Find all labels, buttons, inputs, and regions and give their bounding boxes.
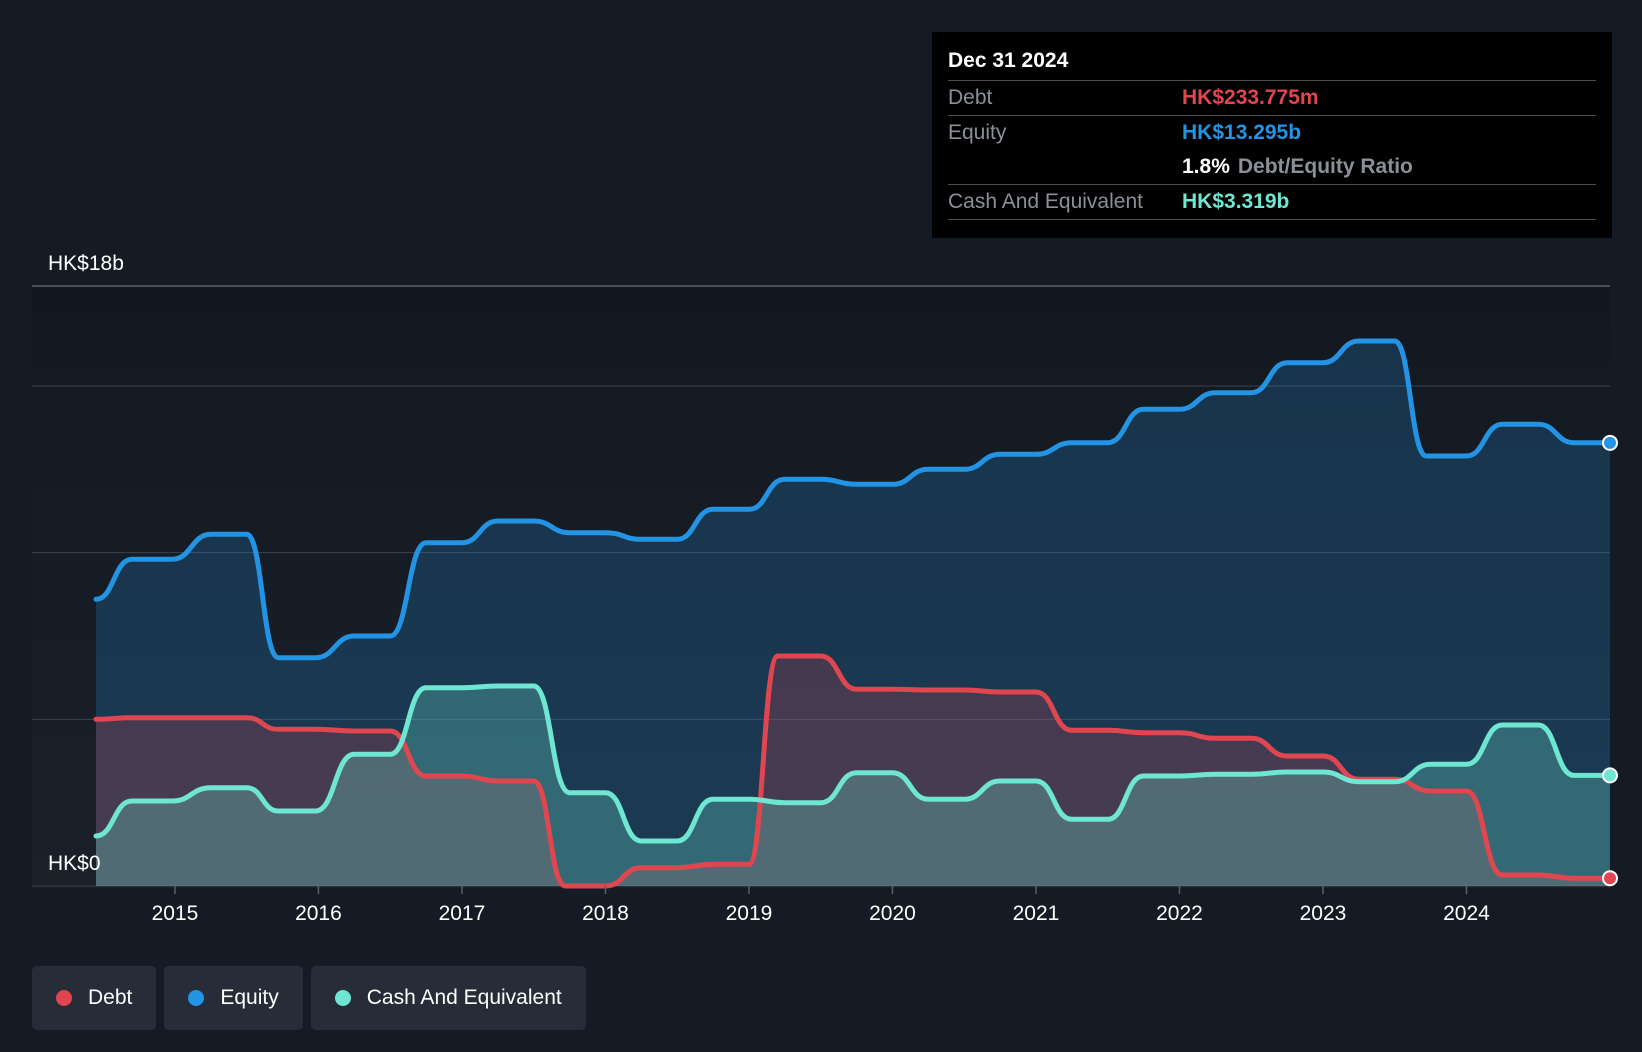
x-tick-label-2024: 2024	[1443, 902, 1490, 925]
area-cash-and-equivalent	[96, 686, 1610, 886]
legend-label-cash: Cash And Equivalent	[366, 986, 562, 1009]
gridlines	[32, 285, 1610, 887]
tooltip-debt-row: Debt HK$233.775m	[948, 80, 1596, 115]
y-axis-bottom-label: HK$0	[48, 852, 101, 875]
tooltip-date: Dec 31 2024	[948, 49, 1069, 72]
tooltip-cash-label: Cash And Equivalent	[948, 190, 1143, 213]
tooltip-cash-value: HK$3.319b	[1182, 190, 1290, 213]
series-areas	[96, 341, 1610, 886]
tooltip-ratio-value: 1.8%	[1182, 155, 1230, 178]
y-axis-top-label: HK$18b	[48, 252, 124, 275]
legend-item-cash[interactable]: Cash And Equivalent	[310, 966, 586, 1030]
line-cash-and-equivalent	[93, 683, 1613, 844]
chart-legend: Debt Equity Cash And Equivalent	[32, 966, 586, 1030]
x-tick-label-2018: 2018	[582, 902, 629, 925]
legend-label-debt: Debt	[88, 986, 133, 1009]
legend-item-equity[interactable]: Equity	[164, 966, 303, 1030]
x-tick-label-2015: 2015	[152, 902, 199, 925]
data-tooltip: Dec 31 2024 Debt HK$233.775m Equity HK$1…	[932, 32, 1612, 238]
legend-label-equity: Equity	[220, 986, 279, 1009]
x-tick-label-2019: 2019	[726, 902, 773, 925]
tooltip-ratio-row: 1.8% Debt/Equity Ratio	[948, 150, 1596, 184]
area-equity	[96, 341, 1610, 886]
x-axis-ticks: 2015 2016 2017 2018 2019 2020 2021 2022 2023 2024	[152, 886, 1490, 925]
legend-dot-equity	[188, 990, 205, 1006]
legend-dot-cash	[334, 990, 351, 1006]
x-tick-label-2021: 2021	[1013, 902, 1060, 925]
x-tick-label-2022: 2022	[1156, 902, 1203, 925]
tooltip-equity-row: Equity HK$13.295b	[948, 115, 1596, 150]
tooltip-debt-value: HK$233.775m	[1182, 86, 1319, 109]
line-equity	[93, 338, 1613, 661]
end-marker-equity	[1602, 434, 1618, 451]
x-tick-label-2016: 2016	[295, 902, 342, 925]
tooltip-equity-label: Equity	[948, 121, 1007, 144]
legend-dot-debt	[56, 990, 72, 1006]
x-tick-label-2023: 2023	[1300, 902, 1347, 925]
tooltip-cash-row: Cash And Equivalent HK$3.319b	[948, 184, 1596, 220]
series-end-markers	[1602, 434, 1618, 887]
series-lines	[93, 338, 1613, 889]
end-marker-debt	[1602, 870, 1618, 887]
legend-item-debt[interactable]: Debt	[32, 966, 157, 1030]
x-tick-label-2020: 2020	[869, 902, 916, 925]
tooltip-debt-label: Debt	[948, 86, 993, 109]
tooltip-ratio-label: Debt/Equity Ratio	[1237, 155, 1413, 178]
x-tick-label-2017: 2017	[439, 902, 486, 925]
end-marker-cash-and-equivalent	[1602, 767, 1618, 784]
tooltip-equity-value: HK$13.295b	[1182, 121, 1302, 144]
